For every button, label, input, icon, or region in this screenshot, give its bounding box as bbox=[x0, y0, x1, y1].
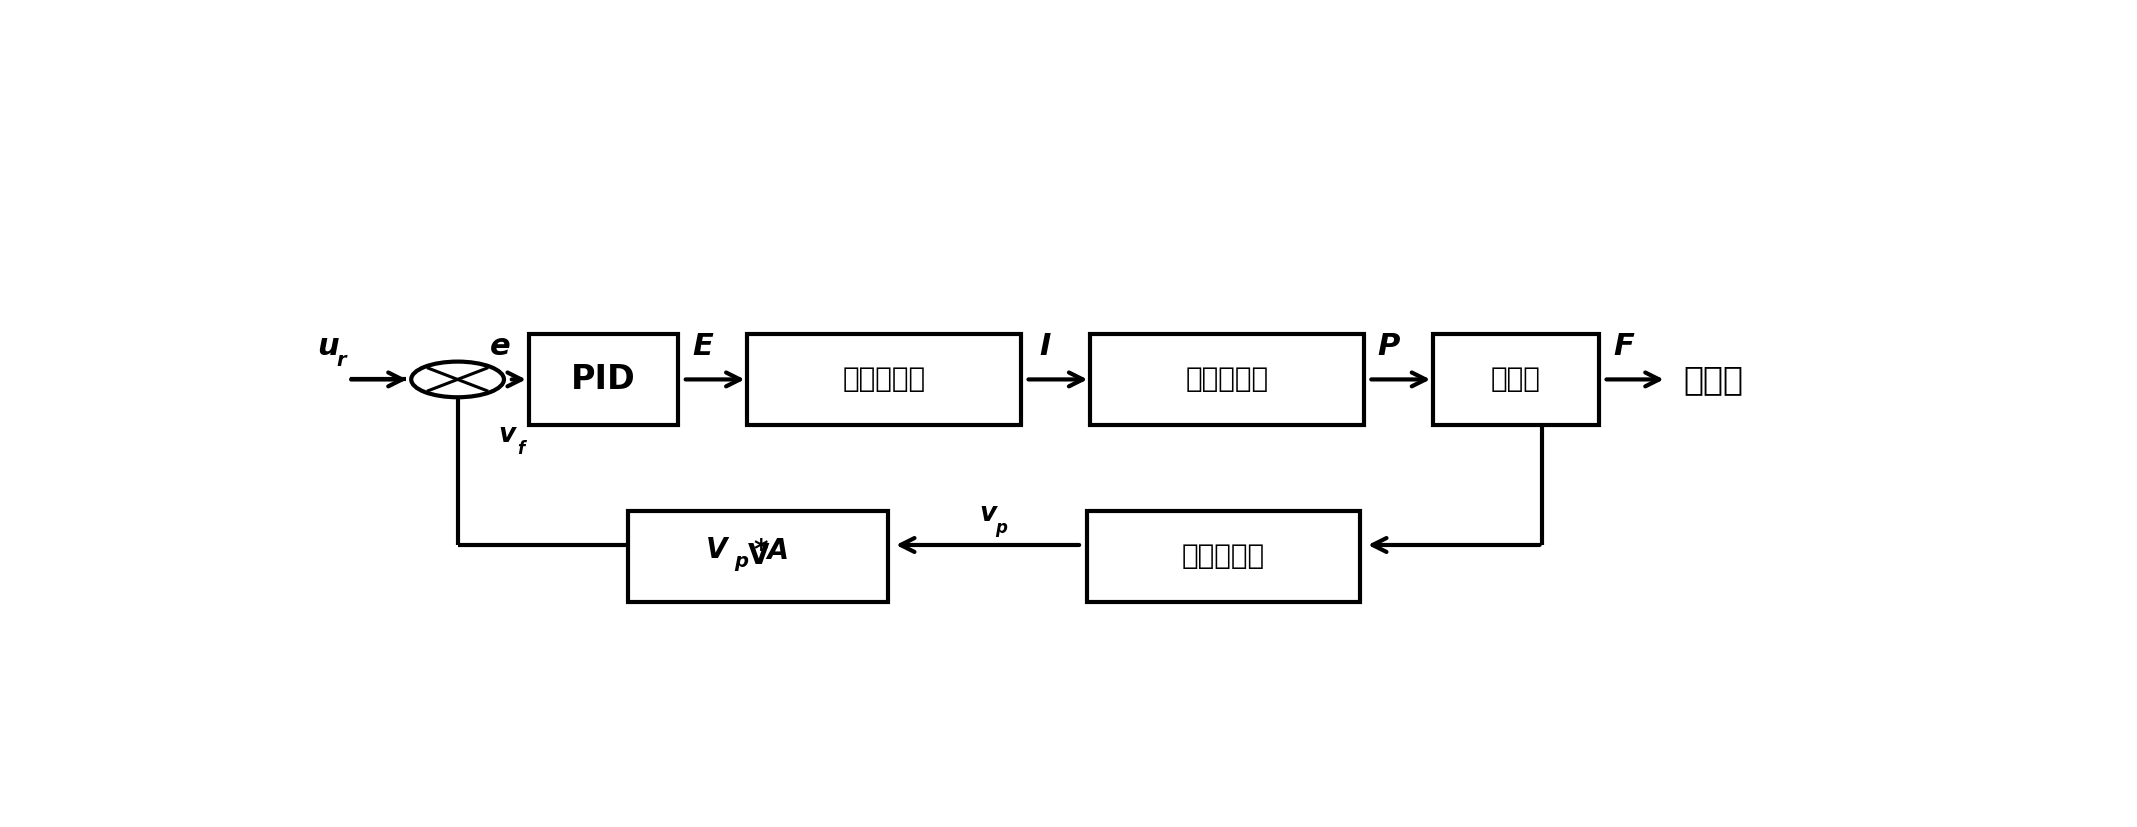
Text: u: u bbox=[318, 332, 340, 361]
Bar bbox=[1434, 333, 1598, 425]
Circle shape bbox=[410, 361, 504, 397]
Text: v: v bbox=[979, 501, 996, 528]
Text: 压力传感器: 压力传感器 bbox=[1182, 543, 1265, 571]
Text: PID: PID bbox=[571, 363, 635, 396]
Text: 比例放大器: 比例放大器 bbox=[842, 366, 925, 394]
Text: r: r bbox=[338, 351, 346, 370]
Text: *A: *A bbox=[754, 538, 789, 566]
Text: v: v bbox=[498, 423, 515, 448]
Text: V: V bbox=[748, 543, 769, 571]
Text: p: p bbox=[735, 552, 748, 571]
Text: e: e bbox=[489, 332, 511, 361]
Text: 比例压力阀: 比例压力阀 bbox=[1186, 366, 1269, 394]
Text: V: V bbox=[705, 536, 727, 564]
Bar bbox=[628, 510, 889, 602]
Text: P: P bbox=[1376, 332, 1400, 361]
Text: F: F bbox=[1613, 332, 1635, 361]
Text: E: E bbox=[692, 332, 714, 361]
Text: f: f bbox=[517, 441, 524, 458]
Text: 操作机: 操作机 bbox=[1684, 363, 1744, 396]
Text: p: p bbox=[996, 519, 1007, 538]
Text: I: I bbox=[1041, 332, 1051, 361]
Bar bbox=[1088, 510, 1359, 602]
Bar bbox=[1090, 333, 1363, 425]
Bar bbox=[528, 333, 677, 425]
Bar bbox=[748, 333, 1021, 425]
Text: 柱塞缸: 柱塞缸 bbox=[1492, 366, 1541, 394]
